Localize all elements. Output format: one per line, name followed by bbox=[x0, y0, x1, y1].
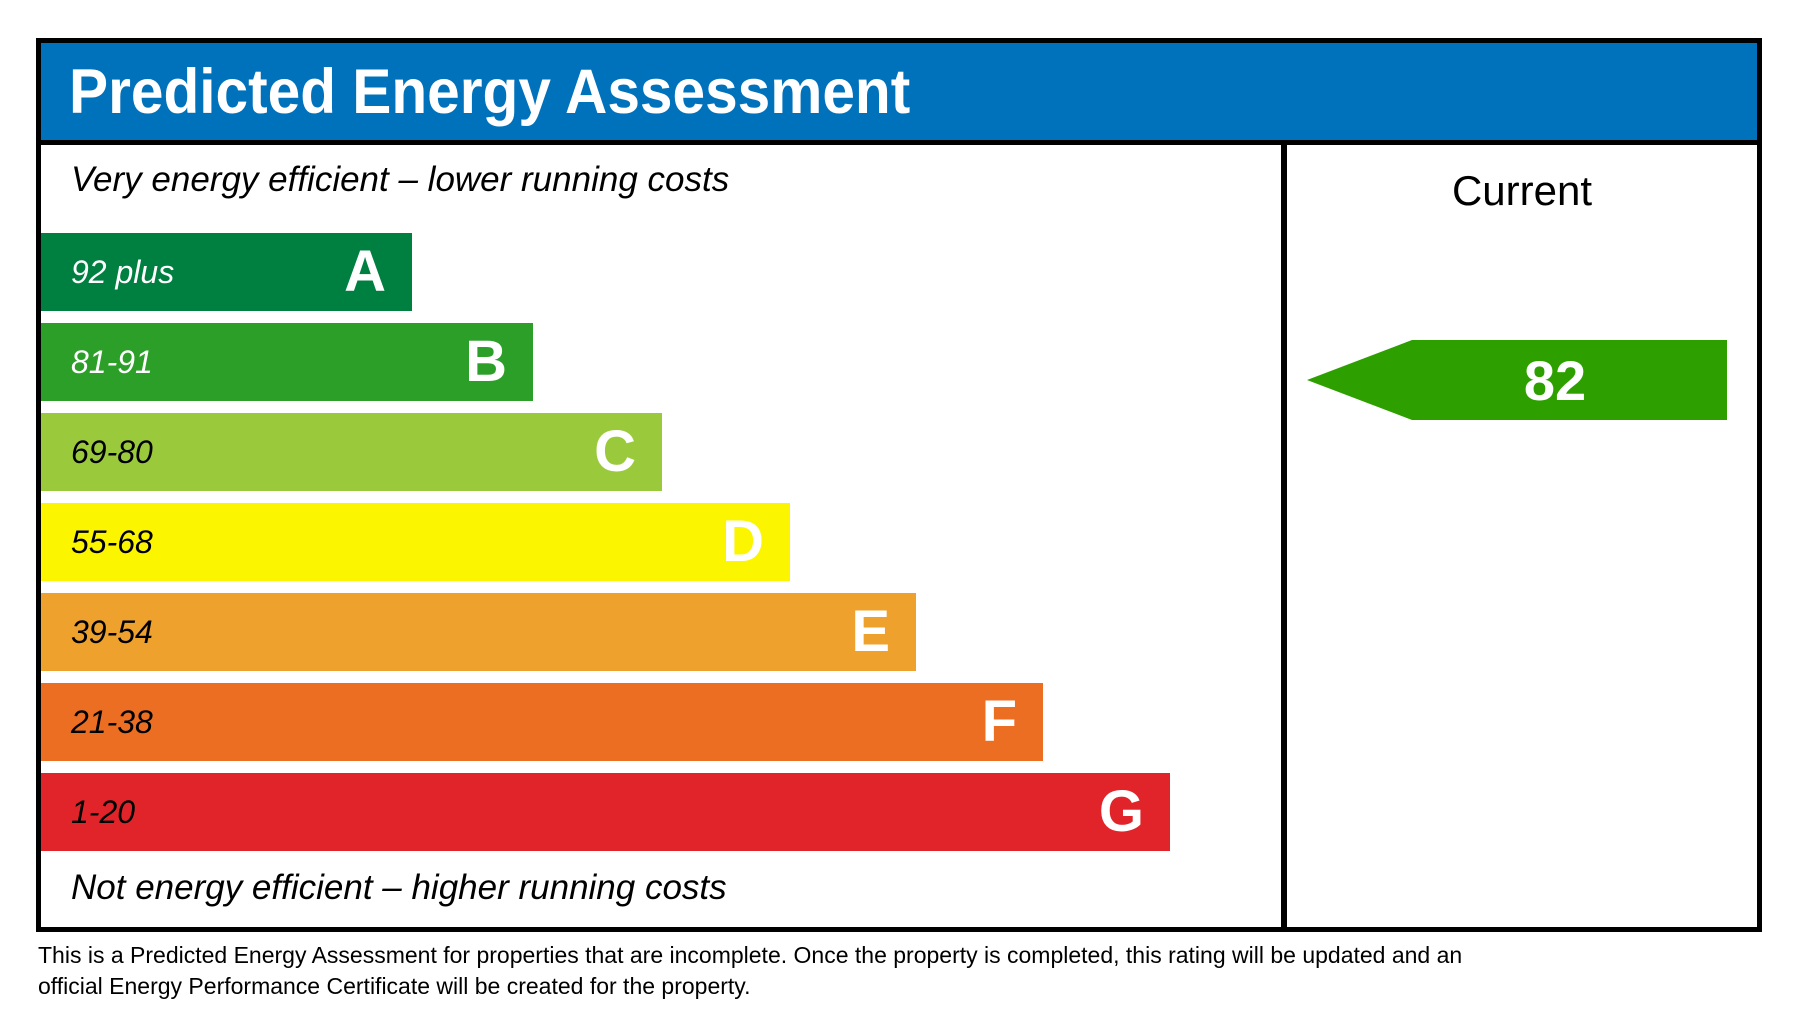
rating-scale: Very energy efficient – lower running co… bbox=[41, 145, 1281, 927]
band-b-range: 81-91 bbox=[71, 344, 153, 380]
current-rating-value: 82 bbox=[1524, 349, 1586, 412]
content-row: Very energy efficient – lower running co… bbox=[41, 145, 1757, 927]
band-g-range: 1-20 bbox=[71, 794, 136, 830]
band-d-range: 55-68 bbox=[71, 524, 153, 560]
band-a-range: 92 plus bbox=[71, 254, 175, 290]
epc-certificate-box: Predicted Energy Assessment Very energy … bbox=[36, 38, 1762, 932]
rating-bands: 92 plus A 81-91 B 69-80 C 55-68 D bbox=[41, 233, 1281, 851]
band-e-range: 39-54 bbox=[71, 614, 153, 650]
band-a-letter: A bbox=[344, 239, 386, 304]
band-c-letter: C bbox=[594, 419, 636, 484]
disclaimer: This is a Predicted Energy Assessment fo… bbox=[38, 940, 1462, 1002]
band-e: 39-54 E bbox=[41, 593, 916, 671]
left-arrow-icon bbox=[1307, 340, 1727, 420]
band-d-letter: D bbox=[722, 509, 764, 574]
band-b-letter: B bbox=[465, 329, 507, 394]
disclaimer-line-1: This is a Predicted Energy Assessment fo… bbox=[38, 942, 1463, 968]
current-column-header: Current bbox=[1451, 167, 1593, 214]
bottom-caption: Not energy efficient – higher running co… bbox=[71, 868, 727, 907]
band-f-range: 21-38 bbox=[71, 704, 153, 740]
band-a: 92 plus A bbox=[41, 233, 412, 311]
header-bar: Predicted Energy Assessment bbox=[41, 43, 1757, 145]
band-d: 55-68 D bbox=[41, 503, 790, 581]
current-rating-arrow: 82 bbox=[1307, 340, 1727, 420]
band-f-letter: F bbox=[981, 689, 1017, 754]
current-panel: Current 82 bbox=[1287, 145, 1757, 927]
top-caption: Very energy efficient – lower running co… bbox=[71, 160, 730, 199]
panel-divider bbox=[1281, 145, 1287, 927]
band-c: 69-80 C bbox=[41, 413, 662, 491]
band-e-letter: E bbox=[851, 599, 890, 664]
page-title: Predicted Energy Assessment bbox=[69, 56, 911, 127]
band-g-letter: G bbox=[1098, 779, 1144, 844]
disclaimer-line-2: official Energy Performance Certificate … bbox=[38, 973, 751, 999]
band-f: 21-38 F bbox=[41, 683, 1043, 761]
band-c-range: 69-80 bbox=[71, 434, 153, 470]
band-b: 81-91 B bbox=[41, 323, 533, 401]
band-g: 1-20 G bbox=[41, 773, 1170, 851]
